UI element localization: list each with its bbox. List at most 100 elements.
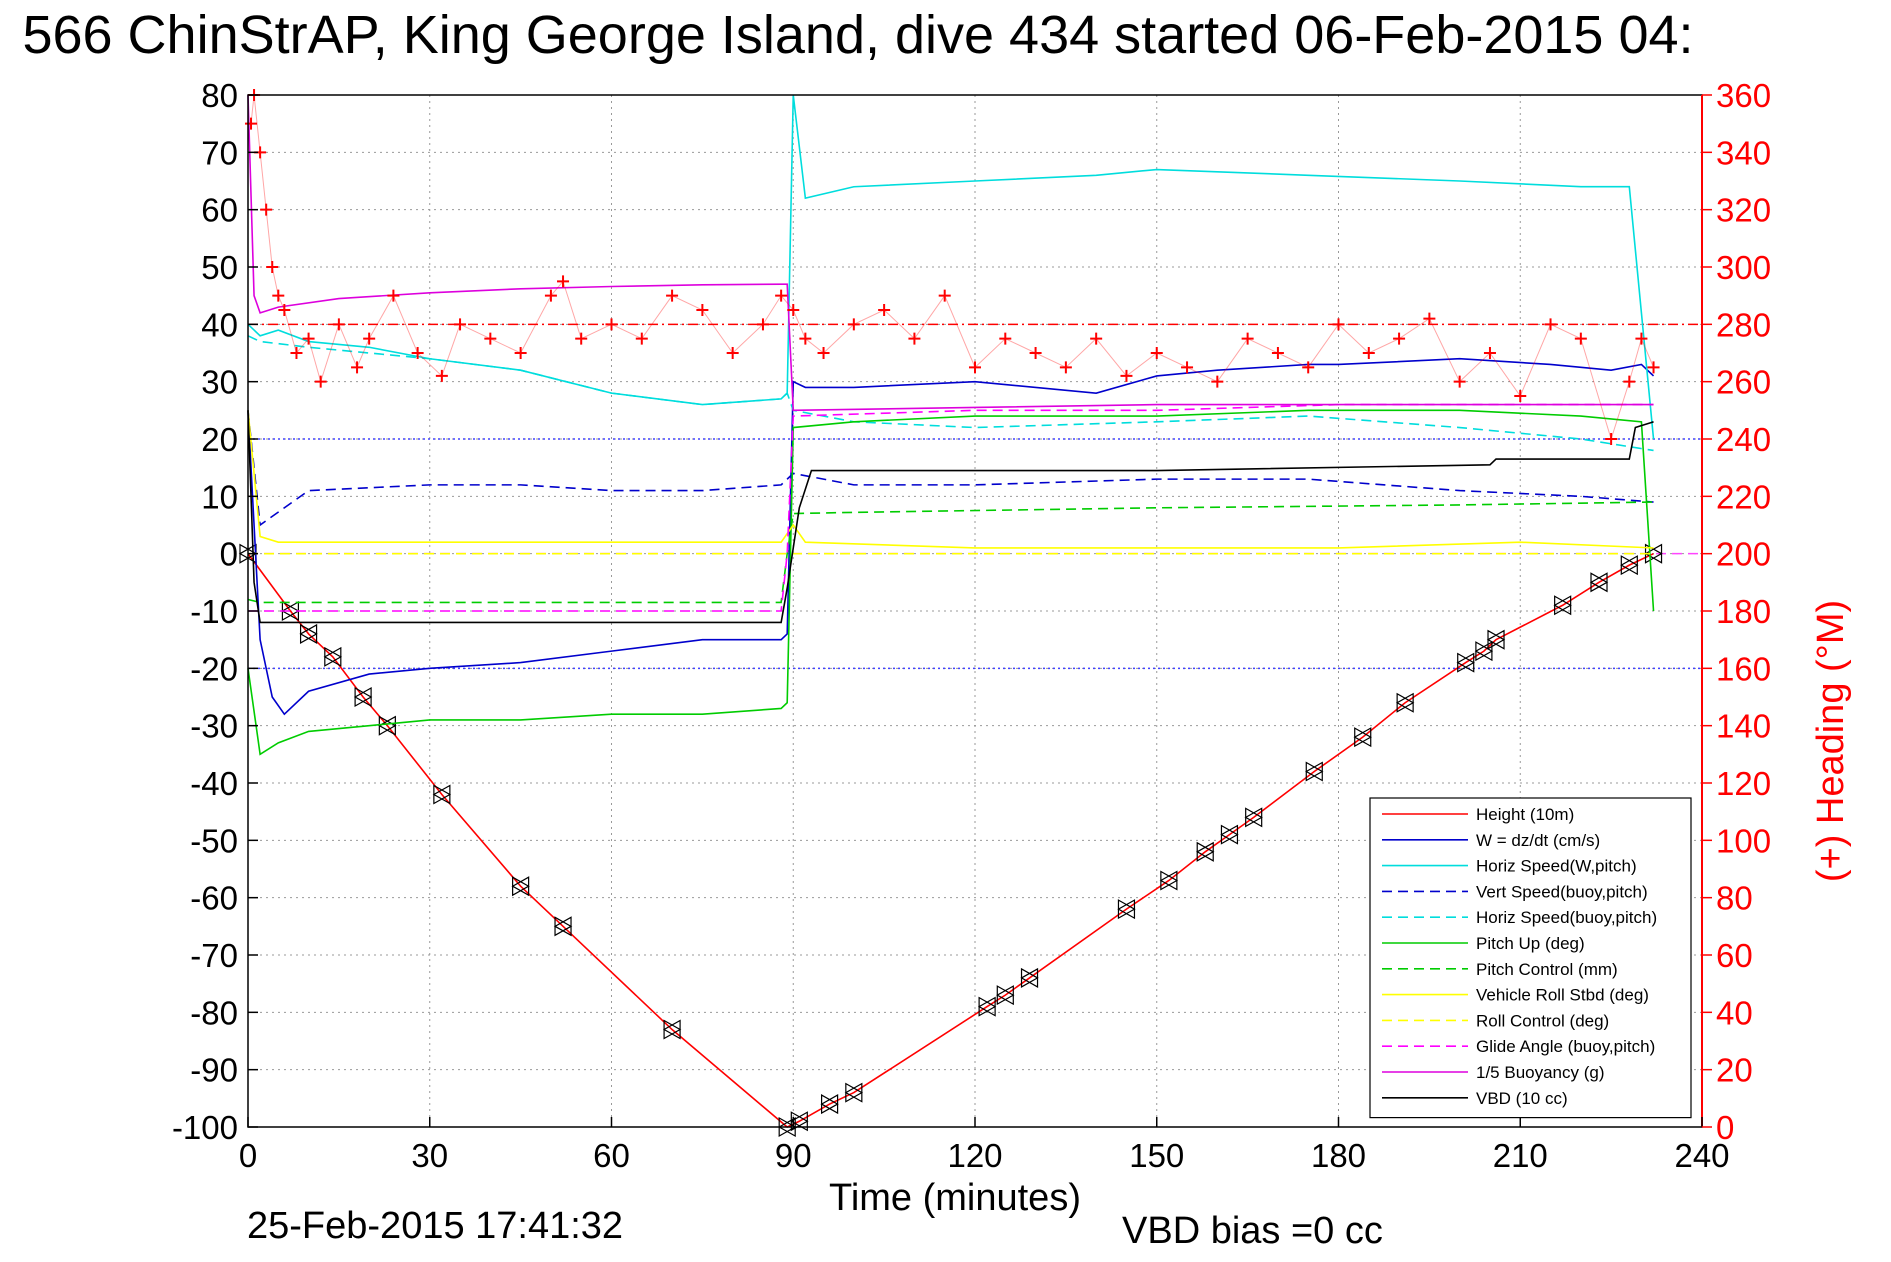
legend-box — [1369, 797, 1692, 1119]
y2-tick-label: 220 — [1716, 478, 1771, 515]
y-tick-label: 60 — [201, 192, 238, 229]
height-marker — [844, 1082, 864, 1103]
heading-point — [878, 304, 891, 316]
y-tick-label: 80 — [201, 77, 238, 114]
heading-point — [272, 289, 285, 302]
heading-point — [332, 318, 345, 331]
heading-point — [1483, 347, 1496, 359]
height-marker — [378, 715, 397, 736]
height-marker — [1620, 555, 1639, 576]
height-marker — [432, 784, 452, 805]
height-marker — [1117, 899, 1136, 920]
y2-tick-label: 240 — [1716, 421, 1771, 458]
height-marker — [996, 985, 1015, 1006]
heading-point — [1059, 361, 1072, 374]
height-marker — [977, 996, 997, 1017]
height-marker — [299, 623, 318, 644]
y-tick-label: 50 — [201, 249, 238, 286]
x-tick-label: 240 — [1674, 1137, 1729, 1174]
series-vehicle-roll-stbd-deg — [247, 410, 1654, 549]
height-marker — [553, 916, 573, 937]
y-tick-label: 30 — [201, 364, 238, 401]
height-marker — [323, 646, 343, 667]
y-tick-label: 40 — [201, 306, 238, 343]
height-marker — [511, 876, 530, 897]
x-tick-label: 150 — [1129, 1137, 1184, 1174]
y2-tick-label: 180 — [1716, 593, 1771, 630]
heading-point — [666, 289, 679, 302]
series-group — [238, 89, 1663, 1138]
series-pitch-control-mm — [247, 501, 1654, 604]
heading-point — [387, 289, 400, 302]
height-marker — [1589, 572, 1609, 593]
heading-point — [575, 332, 588, 345]
heading-point — [1090, 332, 1103, 345]
y-tick-label: -50 — [190, 822, 238, 859]
axes: 0 30 60 90 120 150 180 210 24080706050403020100-… — [172, 77, 1852, 1219]
legend-label: Pitch Up (deg) — [1476, 934, 1585, 953]
heading-point — [557, 275, 570, 288]
heading-point — [938, 289, 951, 302]
y2-tick-label: 0 — [1716, 1109, 1734, 1146]
y2-tick-label: 60 — [1716, 937, 1753, 974]
heading-point — [1120, 369, 1133, 382]
series-height-10m — [247, 552, 1654, 1128]
heading-point — [1211, 375, 1224, 388]
legend-label: Roll Control (deg) — [1476, 1011, 1609, 1030]
heading-point — [314, 375, 327, 388]
series-horiz-speed-buoy-pitch — [247, 335, 1654, 452]
y-tick-label: -30 — [190, 708, 238, 745]
height-marker — [1553, 595, 1572, 616]
height-marker — [353, 686, 373, 708]
heading-point — [514, 347, 527, 359]
heading-point — [1574, 332, 1587, 345]
y2-axis-label: (+) Heading (°M) — [1810, 600, 1852, 882]
y2-tick-label: 100 — [1716, 822, 1771, 859]
y-tick-label: 10 — [201, 478, 238, 515]
x-tick-label: 120 — [947, 1137, 1002, 1174]
series-glide-angle-buoy-pitch — [248, 403, 1654, 612]
legend: Height (10m) W = dz/dt (cm/s) Horiz Speed(… — [1369, 797, 1692, 1119]
series-pitch-up-deg — [247, 409, 1655, 756]
legend-label: Vehicle Roll Stbd (deg) — [1476, 986, 1649, 1005]
heading-point — [363, 332, 376, 345]
heading-point — [799, 332, 812, 345]
x-axis-label: Time (minutes) — [829, 1177, 1081, 1219]
y-tick-label: -10 — [190, 593, 238, 630]
heading-point — [351, 361, 364, 374]
chart-title: 566 ChinStrAP, King George Island, dive … — [22, 5, 1694, 65]
heading-point — [278, 304, 291, 316]
legend-label: VBD (10 cc) — [1476, 1089, 1568, 1108]
heading-point — [1362, 347, 1375, 359]
height-marker — [662, 1019, 682, 1040]
footer-vbd-bias: VBD bias =0 cc — [1122, 1210, 1383, 1252]
x-tick-label: 180 — [1311, 1137, 1366, 1174]
heading-point — [1241, 332, 1254, 345]
heading-point — [1393, 332, 1406, 345]
heading-point — [726, 347, 739, 359]
y-tick-label: -80 — [190, 994, 238, 1031]
heading-point — [435, 369, 448, 382]
x-tick-label: 30 — [411, 1137, 448, 1174]
y2-tick-label: 40 — [1716, 994, 1753, 1031]
height-marker — [1456, 652, 1475, 673]
heading-point — [787, 304, 800, 316]
heading-point — [544, 289, 557, 302]
heading-point — [696, 304, 709, 316]
y2-tick-label: 300 — [1716, 249, 1771, 286]
x-tick-label: 90 — [775, 1137, 812, 1174]
y2-tick-label: 260 — [1716, 364, 1771, 401]
height-marker — [1220, 824, 1239, 845]
legend-label: 1/5 Buoyancy (g) — [1476, 1063, 1605, 1082]
y-tick-label: 70 — [201, 134, 238, 171]
heading-point — [1302, 361, 1315, 374]
y2-tick-label: 320 — [1716, 192, 1771, 229]
y-tick-label: -20 — [190, 650, 238, 687]
y2-tick-label: 280 — [1716, 306, 1771, 343]
y-tick-label: -100 — [172, 1109, 238, 1146]
series-heading — [245, 89, 1660, 445]
series-w-dz-dt-cm-s — [247, 357, 1655, 716]
legend-label: Glide Angle (buoy,pitch) — [1476, 1037, 1655, 1056]
heading-point — [1647, 361, 1660, 374]
x-tick-label: 0 — [239, 1137, 257, 1174]
